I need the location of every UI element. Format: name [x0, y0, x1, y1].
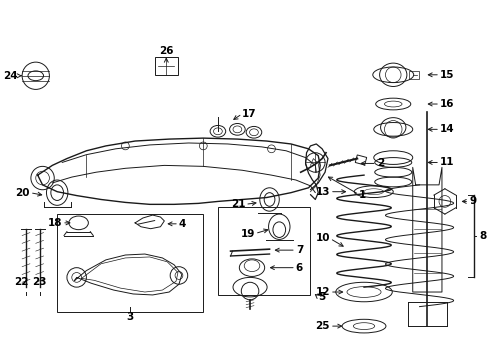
Text: 1: 1	[358, 190, 366, 199]
Bar	[355, 155, 366, 165]
Bar	[57, 214, 203, 311]
Text: 2: 2	[376, 158, 383, 168]
Text: 22: 22	[14, 277, 28, 287]
Text: 16: 16	[439, 99, 453, 109]
Text: 13: 13	[315, 187, 329, 197]
Text: 18: 18	[47, 218, 62, 228]
Bar	[154, 57, 178, 75]
Bar	[408, 71, 418, 79]
Text: 25: 25	[315, 321, 329, 331]
Text: 6: 6	[295, 263, 303, 273]
Text: 15: 15	[439, 70, 453, 80]
Text: 5: 5	[318, 292, 325, 302]
Text: 10: 10	[315, 233, 329, 243]
Text: 23: 23	[32, 277, 47, 287]
Text: 14: 14	[439, 124, 454, 134]
Text: 21: 21	[230, 199, 244, 210]
Text: 20: 20	[16, 188, 30, 198]
Text: 19: 19	[240, 229, 254, 239]
Text: 8: 8	[478, 231, 485, 241]
Text: 9: 9	[468, 197, 475, 206]
Text: 4: 4	[179, 219, 186, 229]
Text: 26: 26	[159, 46, 173, 56]
Text: 24: 24	[3, 71, 18, 81]
Text: 17: 17	[242, 109, 256, 119]
Bar	[218, 207, 310, 295]
Text: 12: 12	[315, 287, 329, 297]
Text: 7: 7	[295, 245, 303, 255]
Text: 3: 3	[126, 311, 134, 321]
Text: 11: 11	[439, 157, 453, 167]
